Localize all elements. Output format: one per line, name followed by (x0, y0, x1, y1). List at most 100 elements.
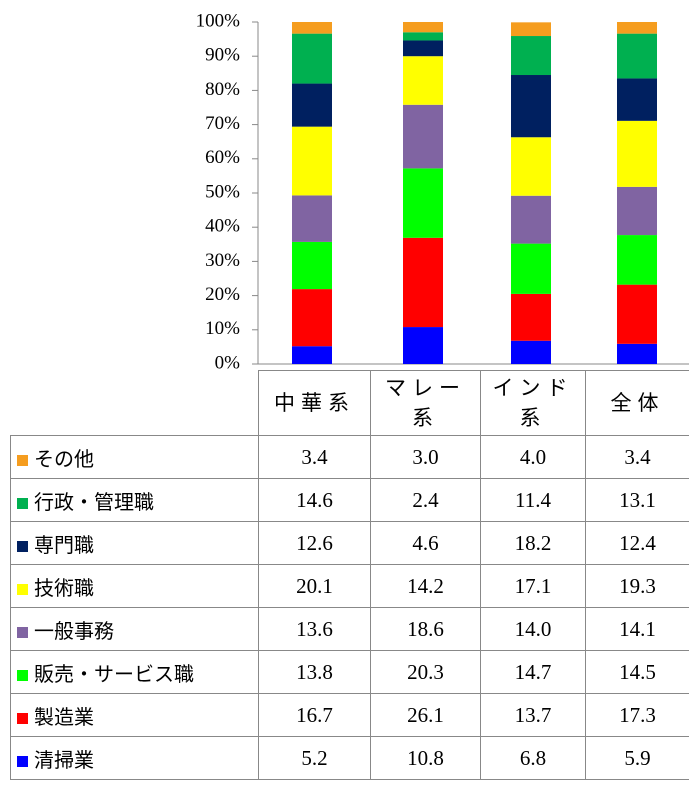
value-cell: 12.4 (585, 521, 689, 565)
legend-swatch (17, 454, 28, 466)
legend-label: 一般事務 (34, 618, 114, 643)
legend-swatch (17, 540, 28, 552)
y-tick-label: 80% (205, 79, 240, 100)
y-tick-label: 30% (205, 250, 240, 271)
value-cell: 14.2 (370, 564, 481, 608)
row-label-cell: 販売・サービス職 (10, 650, 259, 694)
table-row: 販売・サービス職 13.8 20.3 14.7 14.5 (10, 650, 689, 694)
row-label-cell: 行政・管理職 (10, 478, 259, 522)
value-cell: 19.3 (585, 564, 689, 608)
bar-segment (511, 340, 551, 364)
value-cell: 5.9 (585, 736, 689, 780)
y-tick-label: 0% (215, 352, 241, 370)
legend-swatch (17, 755, 28, 767)
bar-segment (511, 75, 551, 138)
bar-segment (511, 137, 551, 196)
value-cell: 13.6 (258, 607, 371, 651)
table-row: 清掃業 5.2 10.8 6.8 5.9 (10, 736, 689, 780)
value-cell: 20.1 (258, 564, 371, 608)
value-cell: 13.8 (258, 650, 371, 694)
bar-segment (292, 195, 332, 242)
bar-segment (403, 168, 443, 238)
bar-segment (292, 33, 332, 84)
row-label-cell: 製造業 (10, 693, 259, 737)
table-row: 専門職 12.6 4.6 18.2 12.4 (10, 521, 689, 565)
value-cell: 10.8 (370, 736, 481, 780)
value-cell: 26.1 (370, 693, 481, 737)
table-body: 中華系 マレー系 インド系 全体 その他 3.4 3.0 4.0 3.4 行政・管理職 14.6 2… (10, 370, 689, 780)
bar-segment (403, 56, 443, 105)
y-tick-label: 100% (196, 10, 241, 31)
legend-label: その他 (34, 446, 94, 471)
bar-segment (617, 186, 657, 236)
table-row: 行政・管理職 14.6 2.4 11.4 13.1 (10, 478, 689, 522)
bar-segment (403, 22, 443, 33)
bar-segment (617, 33, 657, 79)
value-cell: 14.0 (480, 607, 586, 651)
table-row: 一般事務 13.6 18.6 14.0 14.1 (10, 607, 689, 651)
value-cell: 14.6 (258, 478, 371, 522)
legend-swatch (17, 583, 28, 595)
bar-segment (292, 83, 332, 127)
bar-segment (617, 22, 657, 34)
value-cell: 14.7 (480, 650, 586, 694)
row-label-cell: 清掃業 (10, 736, 259, 780)
value-cell: 12.6 (258, 521, 371, 565)
value-cell: 20.3 (370, 650, 481, 694)
column-header: マレー系 (370, 370, 481, 436)
value-cell: 17.1 (480, 564, 586, 608)
y-tick-label: 70% (205, 113, 240, 134)
value-cell: 13.1 (585, 478, 689, 522)
legend-swatch (17, 669, 28, 681)
bar-segment (511, 36, 551, 76)
legend-swatch (17, 626, 28, 638)
bar-segment (617, 284, 657, 344)
legend-label: 行政・管理職 (34, 489, 154, 514)
blank-cell (10, 370, 259, 436)
bar-segment (403, 40, 443, 57)
header-row: 中華系 マレー系 インド系 全体 (10, 370, 689, 436)
bar-segment (403, 104, 443, 169)
column-header: 中華系 (258, 370, 371, 436)
bar-segment (292, 289, 332, 347)
y-tick-label: 10% (205, 318, 240, 339)
value-cell: 11.4 (480, 478, 586, 522)
value-cell: 4.0 (480, 435, 586, 479)
data-table: 中華系 マレー系 インド系 全体 その他 3.4 3.0 4.0 3.4 行政・管理職 14.6 2… (10, 370, 689, 780)
legend-label: 販売・サービス職 (34, 661, 194, 686)
legend-label: 専門職 (34, 532, 94, 557)
bar-segment (511, 293, 551, 341)
value-cell: 2.4 (370, 478, 481, 522)
chart: 0% 10% 20% 30% 40% 50% 60% 70% 80% 90% 100% (196, 10, 689, 370)
value-cell: 3.0 (370, 435, 481, 479)
bar-segment (403, 32, 443, 41)
bar-segment (292, 241, 332, 290)
y-tick-label: 40% (205, 216, 240, 237)
value-cell: 5.2 (258, 736, 371, 780)
bar-segment (292, 22, 332, 34)
value-cell: 18.2 (480, 521, 586, 565)
value-cell: 4.6 (370, 521, 481, 565)
value-cell: 13.7 (480, 693, 586, 737)
bar-segment (617, 343, 657, 364)
bar-segment (292, 346, 332, 364)
y-tick-label: 90% (205, 45, 240, 66)
bar-segment (617, 235, 657, 285)
bar-segment (403, 327, 443, 364)
value-cell: 14.5 (585, 650, 689, 694)
column-header: 全体 (585, 370, 689, 436)
bar-segment (403, 237, 443, 328)
row-label-cell: 技術職 (10, 564, 259, 608)
bar-segment (617, 78, 657, 121)
column-header: インド系 (480, 370, 586, 436)
legend-label: 技術職 (34, 575, 94, 600)
row-label-cell: 一般事務 (10, 607, 259, 651)
legend-swatch (17, 712, 28, 724)
legend-label: 清掃業 (34, 747, 94, 772)
value-cell: 3.4 (258, 435, 371, 479)
y-tick-label: 20% (205, 284, 240, 305)
value-cell: 6.8 (480, 736, 586, 780)
bar-segment (511, 195, 551, 244)
table-row: 製造業 16.7 26.1 13.7 17.3 (10, 693, 689, 737)
bar-segment (511, 243, 551, 294)
